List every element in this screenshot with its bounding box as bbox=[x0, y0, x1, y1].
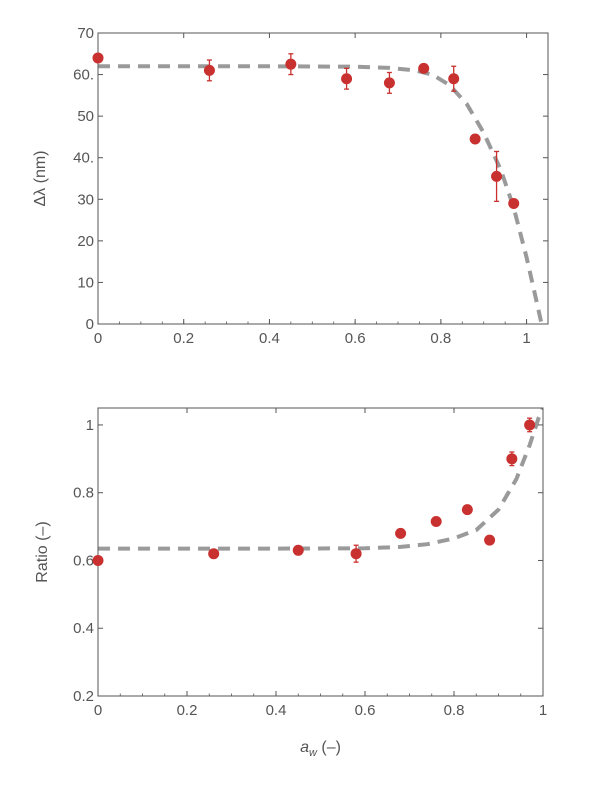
data-point bbox=[418, 62, 430, 74]
y-tick-label: 1 bbox=[86, 417, 94, 434]
y-tick-label: 40. bbox=[73, 150, 94, 167]
y-tick-label: 20 bbox=[77, 233, 94, 250]
data-point bbox=[341, 73, 353, 85]
data-point bbox=[506, 453, 518, 465]
x-tick-label: 1 bbox=[522, 330, 530, 347]
y-tick-label: 0.4 bbox=[73, 620, 94, 637]
data-point bbox=[208, 548, 220, 560]
y-tick-label: 0.2 bbox=[73, 688, 94, 705]
x-tick-label: 0.8 bbox=[444, 702, 465, 719]
x-tick-label: 0.6 bbox=[355, 702, 376, 719]
x-tick-label: 0.2 bbox=[177, 702, 198, 719]
y-tick-label: 10 bbox=[77, 274, 94, 291]
data-point bbox=[524, 419, 536, 431]
x-tick-label: 0.8 bbox=[430, 330, 451, 347]
x-tick-label: 0.4 bbox=[266, 702, 287, 719]
data-point bbox=[430, 516, 442, 528]
y-tick-label: 50 bbox=[77, 108, 94, 125]
y-axis-title: Ratio (–) bbox=[34, 521, 51, 582]
data-point bbox=[203, 64, 215, 76]
fit-curve bbox=[98, 64, 544, 324]
data-point bbox=[350, 548, 362, 560]
data-point bbox=[292, 544, 304, 556]
x-tick-label: 0 bbox=[94, 702, 102, 719]
x-tick-label: 0.6 bbox=[345, 330, 366, 347]
y-tick-label: 0 bbox=[86, 316, 94, 333]
data-point bbox=[92, 52, 104, 64]
plot-frame bbox=[97, 32, 549, 325]
data-point bbox=[461, 504, 473, 516]
y-axis-title: Δλ (nm) bbox=[32, 150, 49, 206]
y-tick-label: 0.8 bbox=[73, 485, 94, 502]
data-point bbox=[383, 77, 395, 89]
x-tick-label: 0.4 bbox=[259, 330, 280, 347]
x-tick-label: 0.2 bbox=[173, 330, 194, 347]
x-tick-label: 1 bbox=[539, 702, 547, 719]
data-point bbox=[508, 197, 520, 209]
x-tick-label: 0 bbox=[94, 330, 102, 347]
y-tick-label: 70 bbox=[77, 25, 94, 42]
data-point bbox=[469, 133, 481, 145]
data-point bbox=[484, 534, 496, 546]
data-point bbox=[491, 170, 503, 182]
y-tick-label: 0.6 bbox=[73, 552, 94, 569]
plot-frame bbox=[97, 407, 544, 697]
fit-curve bbox=[98, 408, 543, 551]
y-tick-label: 60. bbox=[73, 67, 94, 84]
data-point bbox=[92, 554, 104, 566]
x-axis-title: aw (–) bbox=[300, 739, 341, 759]
data-point bbox=[285, 58, 297, 70]
data-point bbox=[448, 73, 460, 85]
y-tick-label: 30 bbox=[77, 191, 94, 208]
data-point bbox=[395, 527, 407, 539]
